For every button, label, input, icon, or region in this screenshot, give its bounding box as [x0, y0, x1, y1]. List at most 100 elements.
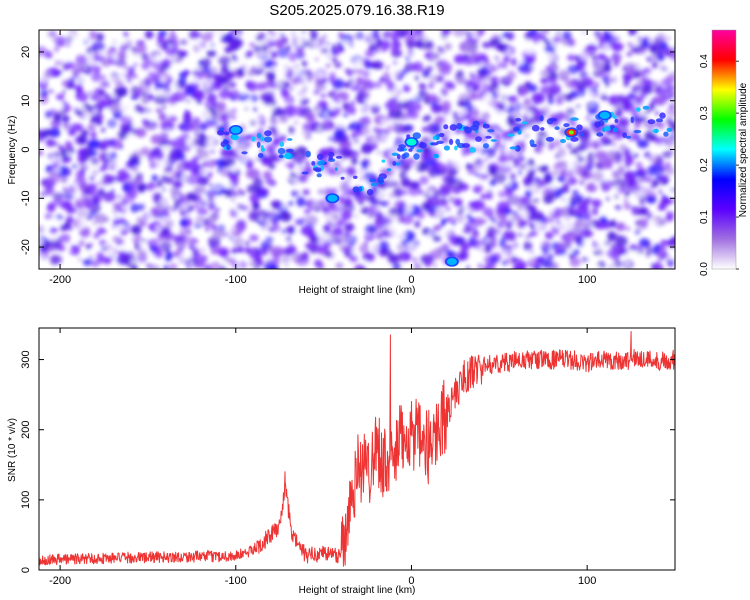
heatmap-gap: [460, 85, 466, 91]
heatmap-cell: [571, 249, 580, 256]
heatmap-gap: [380, 134, 388, 142]
heatmap-gap: [257, 102, 266, 111]
heatmap-cell: [497, 44, 505, 51]
heatmap-cell: [491, 76, 499, 84]
heatmap-cell: [186, 99, 191, 104]
heatmap-band-cell: [455, 138, 461, 145]
heatmap-cell: [59, 42, 65, 47]
heatmap-gap: [525, 251, 535, 260]
heatmap-cell: [249, 234, 259, 242]
heatmap-cell: [645, 252, 651, 258]
heatmap-cell: [638, 207, 649, 215]
heatmap-cell: [475, 217, 485, 227]
heatmap-cell: [552, 163, 563, 171]
heatmap-gap: [410, 54, 414, 58]
heatmap-gap: [434, 214, 440, 219]
heatmap-cell: [344, 197, 353, 207]
heatmap-cell: [393, 183, 401, 190]
heatmap-cell: [499, 214, 507, 223]
heatmap-cell: [622, 95, 635, 107]
heatmap-cell: [505, 224, 512, 230]
heatmap-band-cell: [394, 162, 401, 166]
heatmap-gap: [645, 223, 655, 232]
heatmap-cell: [662, 150, 673, 159]
heatmap-gap: [175, 194, 180, 200]
heatmap-gap: [512, 150, 520, 158]
heatmap-cell: [93, 232, 100, 239]
heatmap-cell: [110, 103, 124, 113]
heatmap-gap: [188, 100, 197, 108]
heatmap-gap: [660, 214, 665, 219]
heatmap-gap: [457, 162, 464, 169]
heatmap-cell: [243, 205, 249, 211]
heatmap-cell: [562, 30, 572, 40]
heatmap-cell: [480, 66, 488, 75]
heatmap-cell: [457, 99, 466, 108]
heatmap-gap: [604, 212, 609, 217]
heatmap-gap: [666, 256, 672, 262]
heatmap-cell: [518, 196, 529, 205]
heatmap-gap: [67, 259, 77, 269]
heatmap-cell: [594, 150, 609, 161]
heatmap-cell: [212, 228, 225, 240]
heatmap-cell: [479, 30, 486, 35]
heatmap-cell: [78, 151, 84, 157]
heatmap-gap: [343, 39, 350, 46]
heatmap-cell: [297, 219, 305, 226]
heatmap-cell: [154, 185, 158, 190]
heatmap-gap: [73, 183, 79, 189]
heatmap-cell: [444, 163, 454, 172]
heatmap-cell: [360, 209, 368, 215]
heatmap-cell: [540, 77, 548, 84]
heatmap-gap: [220, 260, 226, 266]
heatmap-cell: [655, 111, 660, 116]
heatmap-cell: [588, 50, 596, 57]
heatmap-cell: [440, 222, 446, 227]
heatmap-cell: [158, 113, 165, 121]
heatmap-cell: [220, 66, 229, 76]
heatmap-cell: [462, 152, 467, 157]
heatmap-band-cell: [482, 123, 490, 129]
heatmap-band-cell: [386, 168, 392, 172]
heatmap-gap: [102, 234, 106, 239]
heatmap-gap: [159, 75, 168, 84]
heatmap-cell: [522, 241, 533, 252]
colorbar-tick-label: 0.0: [699, 262, 710, 276]
snr-x-axis-label: Height of straight line (km): [299, 585, 416, 596]
heatmap-cell: [155, 147, 162, 154]
heatmap-band-cell: [454, 145, 458, 151]
heatmap-gap: [442, 228, 452, 237]
heatmap-cell: [162, 85, 170, 93]
heatmap-band-cell: [381, 159, 386, 163]
heatmap-band-cell: [470, 124, 479, 131]
heatmap-cell: [635, 161, 643, 168]
heatmap-cell: [419, 90, 423, 94]
heatmap-gap: [288, 176, 293, 180]
heatmap-band-cell: [509, 146, 518, 150]
heatmap-gap: [312, 39, 320, 47]
heatmap-cell: [365, 136, 372, 143]
heatmap-cell: [116, 239, 125, 246]
heatmap-gap: [58, 222, 62, 227]
heatmap-cell: [655, 174, 663, 180]
heatmap-gap: [63, 52, 71, 60]
heatmap-cell: [266, 258, 272, 265]
heatmap-band-cell: [418, 142, 427, 149]
heatmap-cell: [386, 125, 394, 133]
heatmap-cell: [314, 259, 323, 268]
heatmap-cell: [204, 227, 210, 232]
heatmap-cell: [360, 160, 368, 170]
heatmap-band-cell: [316, 153, 324, 160]
heatmap-cell: [186, 229, 192, 234]
heatmap-cell: [390, 34, 399, 42]
heatmap-gap: [271, 66, 277, 72]
heatmap-cell: [159, 240, 172, 251]
heatmap-band-cell: [633, 129, 642, 134]
heatmap-cell: [279, 134, 287, 142]
heatmap-cell: [420, 152, 430, 162]
heatmap-gap: [87, 169, 96, 178]
heatmap-cell: [39, 95, 49, 104]
heatmap-gap: [65, 57, 71, 63]
heatmap-cell: [628, 178, 636, 185]
heatmap-cell: [304, 208, 311, 215]
